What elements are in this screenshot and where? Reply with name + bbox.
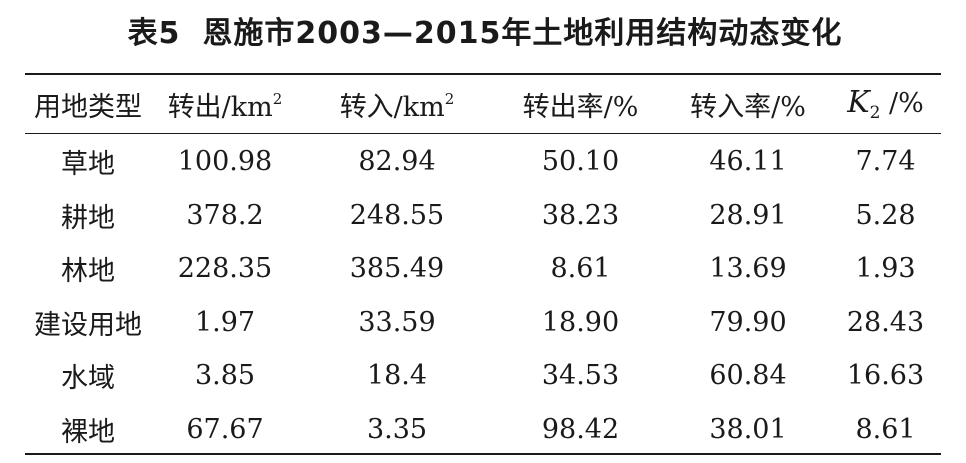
cell-land-type: 水域 xyxy=(61,363,115,395)
cell-transfer-out-rate: 38.23 xyxy=(541,199,620,231)
cell-transfer-in: 3.35 xyxy=(366,413,428,445)
table-row: 耕地 378.2 248.55 38.23 28.91 5.28 xyxy=(25,189,941,243)
cell-transfer-out: 378.2 xyxy=(186,199,264,231)
cell-transfer-in-rate: 28.91 xyxy=(709,199,787,231)
cell-k2: 8.61 xyxy=(855,413,916,445)
table-row: 水域 3.85 18.4 34.53 60.84 16.63 xyxy=(25,349,941,403)
table-row: 裸地 67.67 3.35 98.42 38.01 8.61 xyxy=(25,403,941,457)
cell-transfer-out: 228.35 xyxy=(177,253,273,285)
land-use-table: 用地类型 转出/km2 转入/km2 转出率/% 转入率/% K2 /% 草地 … xyxy=(25,75,941,456)
cell-transfer-out-rate: 18.90 xyxy=(541,306,620,338)
cell-transfer-in-rate: 46.11 xyxy=(709,146,787,178)
cell-transfer-in: 33.59 xyxy=(358,306,436,338)
cell-transfer-out: 1.97 xyxy=(194,306,256,338)
table-title: 恩施市2003—2015年土地利用结构动态变化 xyxy=(202,16,843,51)
unit-superscript: 2 xyxy=(272,89,283,108)
header-rule xyxy=(25,133,941,134)
header-land-type: 用地类型 xyxy=(34,91,142,123)
cell-k2: 1.93 xyxy=(855,253,916,285)
cell-transfer-out-rate: 8.61 xyxy=(550,253,611,285)
header-row: 用地类型 转出/km2 转入/km2 转出率/% 转入率/% K2 /% xyxy=(25,75,941,133)
cell-transfer-out-rate: 34.53 xyxy=(541,360,620,392)
cell-k2: 28.43 xyxy=(846,306,925,338)
header-transfer-out: 转出/km2 xyxy=(167,89,283,123)
table-caption: 表5 恩施市2003—2015年土地利用结构动态变化 xyxy=(0,14,966,54)
cell-transfer-in: 18.4 xyxy=(366,360,428,392)
cell-transfer-out-rate: 50.10 xyxy=(541,146,620,178)
cell-k2: 5.28 xyxy=(855,199,916,231)
table-row: 林地 228.35 385.49 8.61 13.69 1.93 xyxy=(25,242,941,296)
header-transfer-in: 转入/km2 xyxy=(339,89,455,123)
cell-transfer-in: 248.55 xyxy=(349,199,445,231)
cell-transfer-out-rate: 98.42 xyxy=(541,413,620,445)
cell-transfer-in-rate: 79.90 xyxy=(709,306,787,338)
cell-transfer-out: 67.67 xyxy=(186,413,264,445)
cell-land-type: 林地 xyxy=(61,256,115,288)
table-row: 建设用地 1.97 33.59 18.90 79.90 28.43 xyxy=(25,296,941,350)
bottom-rule xyxy=(25,453,941,455)
cell-land-type: 耕地 xyxy=(61,202,115,234)
k2-symbol: K2 xyxy=(847,85,881,123)
cell-transfer-in-rate: 13.69 xyxy=(709,253,787,285)
unit-superscript: 2 xyxy=(444,89,455,108)
top-rule xyxy=(25,73,941,75)
cell-land-type: 建设用地 xyxy=(34,309,142,341)
cell-k2: 16.63 xyxy=(846,360,925,392)
cell-land-type: 草地 xyxy=(61,149,115,181)
cell-transfer-in-rate: 60.84 xyxy=(709,360,787,392)
header-transfer-out-rate: 转出率/% xyxy=(522,91,639,123)
cell-k2: 7.74 xyxy=(855,146,916,178)
header-k2: K2 /% xyxy=(847,85,924,123)
cell-transfer-in: 385.49 xyxy=(349,253,445,285)
cell-transfer-out: 3.85 xyxy=(194,360,256,392)
table-row: 草地 100.98 82.94 50.10 46.11 7.74 xyxy=(25,133,941,189)
cell-transfer-out: 100.98 xyxy=(177,146,273,178)
cell-land-type: 裸地 xyxy=(61,416,115,448)
header-transfer-in-rate: 转入率/% xyxy=(690,91,806,123)
cell-transfer-in: 82.94 xyxy=(358,146,436,178)
cell-transfer-in-rate: 38.01 xyxy=(709,413,787,445)
table-number: 表5 xyxy=(127,16,181,51)
